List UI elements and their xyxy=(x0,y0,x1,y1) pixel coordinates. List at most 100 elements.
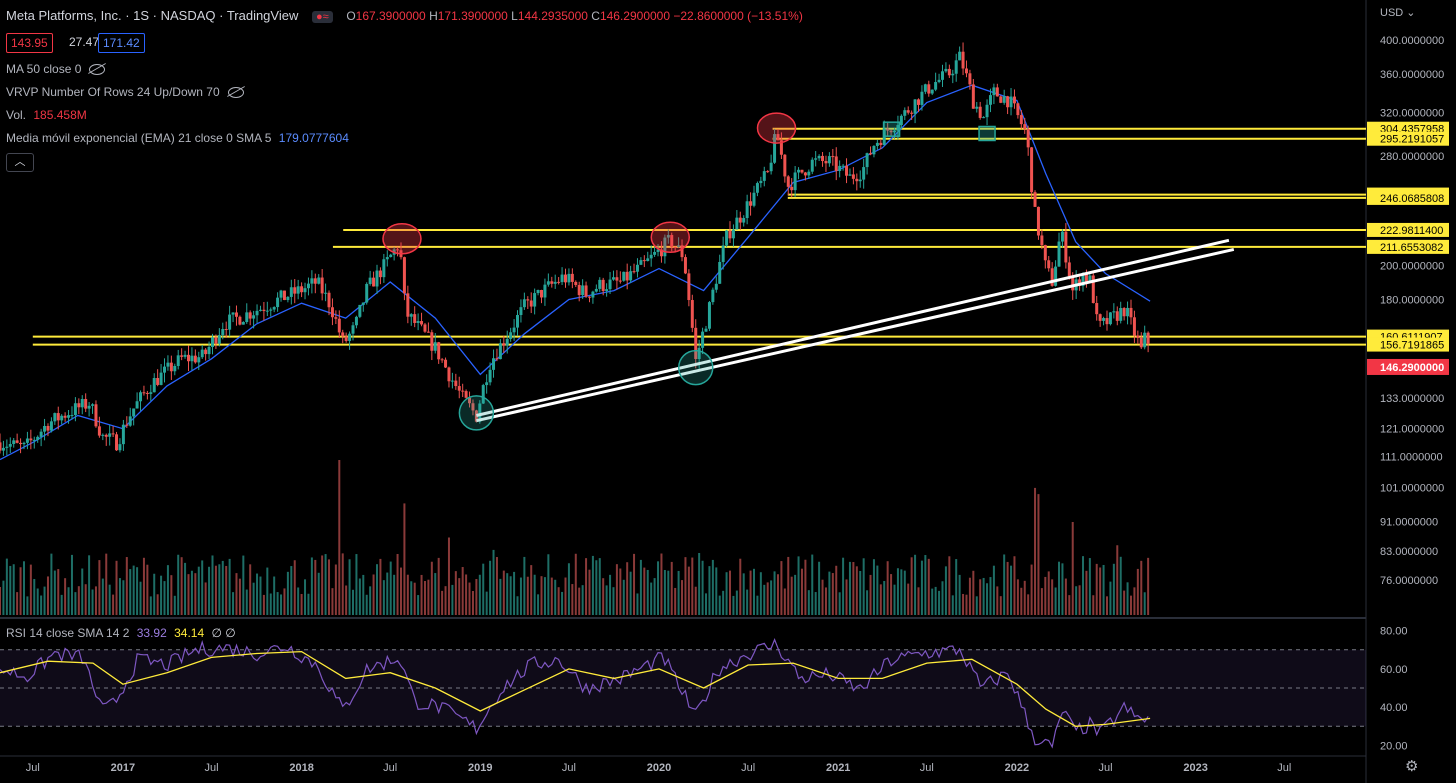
candle-body xyxy=(1026,129,1030,148)
gear-icon[interactable]: ⚙ xyxy=(1405,758,1419,775)
volume-bar xyxy=(1010,565,1013,615)
candle-body xyxy=(132,408,136,417)
candle-body xyxy=(1006,96,1010,108)
candle-body xyxy=(303,288,307,293)
time-tick-label: Jul xyxy=(562,762,576,774)
candle-body xyxy=(937,79,941,83)
time-tick-label: 2020 xyxy=(647,762,671,774)
candle-body xyxy=(546,281,550,285)
volume-bar xyxy=(845,579,848,615)
candle-body xyxy=(1129,307,1133,318)
volume-bar xyxy=(831,573,834,615)
sell-price-button[interactable]: 143.95 xyxy=(6,33,53,53)
volume-bar xyxy=(513,571,516,615)
volume-bar xyxy=(800,568,803,615)
volume-bar xyxy=(108,584,111,615)
candle-body xyxy=(940,71,944,80)
volume-bar xyxy=(708,566,711,615)
candle-body xyxy=(163,366,167,373)
candle-body xyxy=(622,271,626,281)
candle-body xyxy=(1084,273,1088,282)
volume-bar xyxy=(1119,556,1122,615)
volume-bar xyxy=(890,574,893,615)
candle-body xyxy=(1054,266,1058,286)
legend-rsi[interactable]: RSI 14 close SMA 14 2 33.92 34.14 ∅ ∅ xyxy=(6,626,236,640)
volume-bar xyxy=(1116,545,1119,615)
candle-body xyxy=(468,397,472,404)
close-value: 146.2900000 xyxy=(599,9,671,23)
volume-bar xyxy=(115,560,118,615)
volume-bar xyxy=(177,554,180,615)
volume-bar xyxy=(98,560,101,615)
legend-ema[interactable]: Media móvil exponencial (EMA) 21 close 0… xyxy=(6,131,349,145)
candle-body xyxy=(108,433,112,437)
candle-body xyxy=(605,289,609,291)
candle-body xyxy=(1098,314,1102,321)
candle-body xyxy=(447,367,451,382)
buy-price-button[interactable]: 171.42 xyxy=(98,33,145,53)
close-label: C xyxy=(591,9,600,23)
candle-body xyxy=(824,161,828,164)
volume-bar xyxy=(749,570,752,615)
volume-bar xyxy=(852,562,855,615)
candle-body xyxy=(834,156,838,171)
volume-bar xyxy=(1064,578,1067,615)
volume-bar xyxy=(547,554,550,615)
volume-bar xyxy=(434,573,437,615)
compare-badge[interactable]: ●≈ xyxy=(311,11,333,23)
rsi-tick-label: 40.00 xyxy=(1380,702,1408,714)
eye-hidden-icon[interactable] xyxy=(89,64,106,76)
volume-bar xyxy=(681,580,684,615)
volume-bar xyxy=(951,595,954,615)
rsi-line xyxy=(0,637,1149,749)
currency-selector[interactable]: USD ⌄ xyxy=(1380,6,1416,19)
candle-body xyxy=(694,327,698,360)
symbol-title[interactable]: Meta Platforms, Inc. · 1S · NASDAQ · Tra… xyxy=(6,8,299,23)
legend-ma[interactable]: MA 50 close 0 xyxy=(6,62,106,76)
candle-body xyxy=(550,281,554,284)
volume-bar xyxy=(238,578,241,615)
candle-body xyxy=(649,254,653,259)
volume-bar xyxy=(821,579,824,615)
candle-body xyxy=(53,413,57,422)
candle-body xyxy=(800,169,804,173)
volume-bar xyxy=(879,584,882,615)
low-value: 144.2935000 xyxy=(517,9,588,23)
legend-vrvp[interactable]: VRVP Number Of Rows 24 Up/Down 70 xyxy=(6,85,244,99)
candle-body xyxy=(927,84,931,94)
candle-body xyxy=(337,318,341,333)
volume-bar xyxy=(848,561,851,615)
high-label: H xyxy=(429,9,438,23)
volume-bar xyxy=(938,590,941,615)
volume-bar xyxy=(142,557,145,615)
volume-bar xyxy=(639,559,642,615)
volume-bar xyxy=(1051,579,1054,615)
candle-body xyxy=(317,277,321,284)
volume-bar xyxy=(927,558,930,615)
volume-bar xyxy=(667,570,670,615)
volume-bar xyxy=(1047,571,1050,615)
volume-bar xyxy=(341,553,344,615)
candle-body xyxy=(567,273,571,283)
candle-body xyxy=(351,325,355,334)
volume-bar xyxy=(74,592,77,615)
collapse-legend-button[interactable]: ︿ xyxy=(6,153,34,172)
volume-bar xyxy=(934,586,937,615)
candle-body xyxy=(755,183,759,193)
legend-volume[interactable]: Vol. 185.458M xyxy=(6,108,87,122)
volume-bar xyxy=(876,565,879,615)
candle-body xyxy=(190,355,194,362)
candle-body xyxy=(135,401,139,409)
price-tick-label: 280.0000000 xyxy=(1380,151,1444,163)
volume-bar xyxy=(807,590,810,615)
eye-hidden-icon[interactable] xyxy=(227,87,244,99)
candle-body xyxy=(22,442,26,445)
volume-bar xyxy=(509,576,512,615)
candle-body xyxy=(437,342,441,360)
candle-body xyxy=(683,257,687,274)
volume-bar xyxy=(1136,568,1139,615)
volume-bars xyxy=(0,460,1150,615)
candle-body xyxy=(440,359,444,361)
volume-bar xyxy=(842,557,845,615)
